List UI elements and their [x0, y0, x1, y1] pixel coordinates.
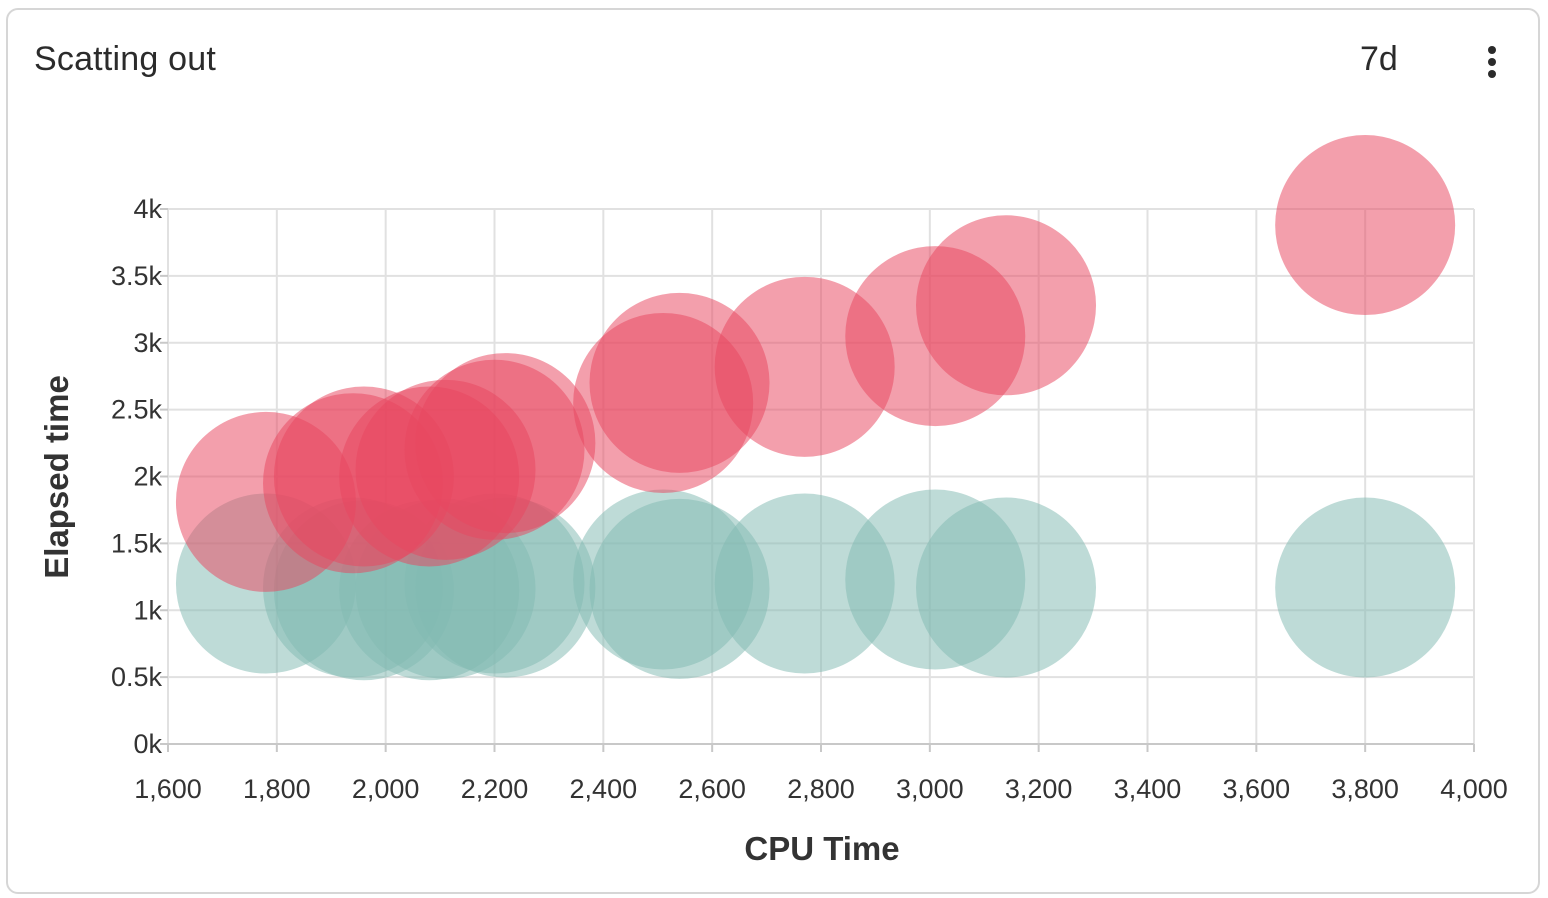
y-tick-label: 4k — [133, 194, 162, 224]
more-vertical-icon[interactable] — [1474, 40, 1510, 84]
red-bubble[interactable] — [1275, 135, 1456, 316]
teal-bubble[interactable] — [916, 497, 1097, 678]
axes — [160, 208, 1475, 752]
x-tick-label: 2,800 — [787, 774, 855, 804]
y-tick-label: 1.5k — [111, 528, 163, 558]
x-axis-title: CPU Time — [744, 830, 899, 867]
teal-bubble[interactable] — [1275, 497, 1456, 678]
menu-dot — [1488, 58, 1496, 66]
x-tick-label: 3,000 — [896, 774, 964, 804]
tick-labels: 1,600 1,800 2,000 2,200 2,400 2,600 2,800 3,000… — [111, 194, 1508, 804]
y-tick-label: 0k — [133, 729, 162, 759]
x-tick-label: 2,600 — [678, 774, 746, 804]
menu-dot — [1488, 46, 1496, 54]
time-range-selector[interactable]: 7d — [1360, 40, 1398, 78]
x-tick-label: 3,400 — [1114, 774, 1182, 804]
y-tick-label: 2.5k — [111, 395, 163, 425]
x-tick-label: 3,800 — [1331, 774, 1399, 804]
x-tick-label: 2,000 — [352, 774, 420, 804]
y-tick-label: 1k — [133, 595, 162, 625]
menu-dot — [1488, 70, 1496, 78]
y-axis-title: Elapsed time — [38, 375, 75, 579]
red-bubble[interactable] — [415, 353, 596, 534]
teal-bubble[interactable] — [714, 493, 895, 674]
x-tick-label: 1,800 — [243, 774, 311, 804]
data-points — [175, 135, 1456, 681]
red-bubble[interactable] — [916, 215, 1097, 396]
x-tick-label: 1,600 — [134, 774, 202, 804]
x-tick-label: 3,600 — [1223, 774, 1291, 804]
y-tick-label: 2k — [133, 462, 162, 492]
card-title: Scatting out — [34, 40, 216, 78]
x-tick-label: 3,200 — [1005, 774, 1073, 804]
y-tick-label: 3.5k — [111, 261, 163, 291]
x-tick-label: 2,200 — [461, 774, 529, 804]
x-tick-label: 4,000 — [1440, 774, 1508, 804]
x-tick-label: 2,400 — [570, 774, 638, 804]
y-tick-label: 3k — [133, 328, 162, 358]
y-tick-label: 0.5k — [111, 662, 163, 692]
